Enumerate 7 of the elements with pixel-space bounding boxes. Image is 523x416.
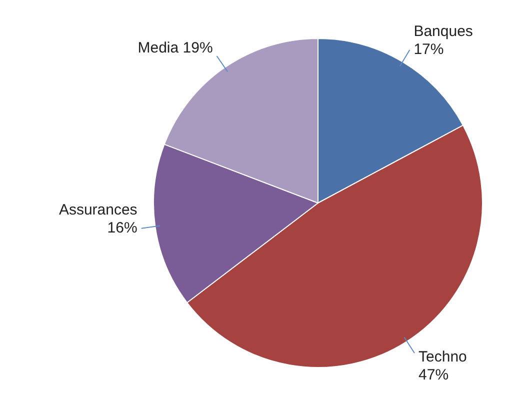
slice-label: Techno: [418, 348, 467, 366]
slice-label: Assurances: [58, 202, 138, 219]
data-label: 47%: [418, 366, 449, 384]
data-label: 17%: [414, 40, 444, 58]
data-label: 16%: [107, 220, 138, 237]
slice-label: Media 19%: [138, 40, 213, 57]
slice-label: Banques: [414, 22, 473, 40]
